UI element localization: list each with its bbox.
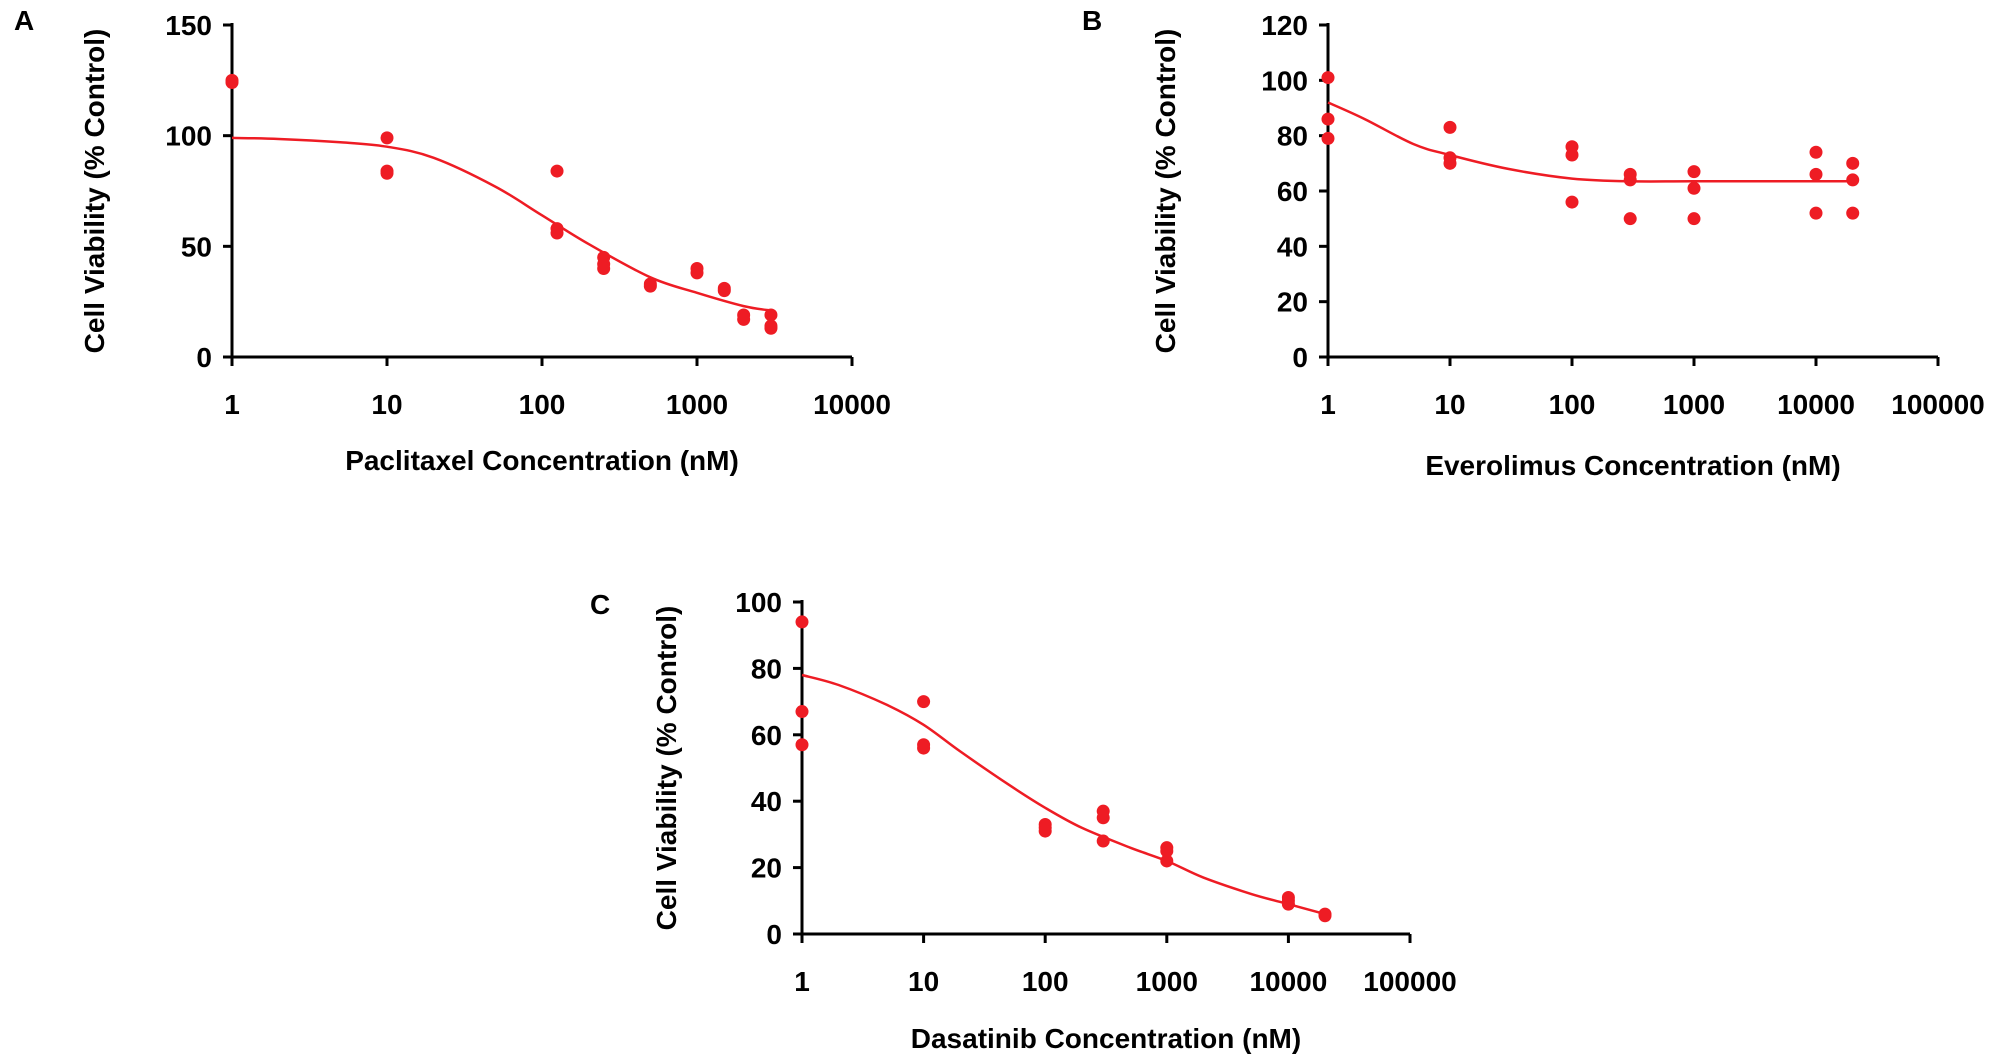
chart-2-y-tick-label: 0 bbox=[766, 919, 782, 950]
chart-0-x-tick-label: 1 bbox=[224, 389, 240, 420]
chart-0-data-point bbox=[380, 166, 394, 180]
chart-1-x-tick-label: 100 bbox=[1549, 389, 1596, 420]
chart-1-data-point bbox=[1623, 212, 1637, 226]
chart-0-fit-curve bbox=[231, 136, 772, 312]
chart-0-x-tick-label: 1000 bbox=[666, 389, 728, 420]
chart-2-x-tick-label: 10000 bbox=[1249, 966, 1327, 997]
chart-2-y-tick-label: 80 bbox=[751, 653, 782, 684]
chart-0-data-point bbox=[225, 76, 239, 90]
chart-0-data-point bbox=[737, 312, 751, 326]
chart-0-panel-letter: A bbox=[14, 5, 34, 36]
chart-2-x-tick-label: 100000 bbox=[1363, 966, 1456, 997]
chart-1-y-tick-label: 0 bbox=[1292, 342, 1308, 373]
chart-0-data-point bbox=[764, 308, 778, 322]
chart-1-data-point bbox=[1443, 120, 1457, 134]
chart-1-data-point bbox=[1687, 165, 1701, 179]
chart-0-data-point bbox=[690, 266, 704, 280]
chart-1-data-point bbox=[1809, 167, 1823, 181]
chart-1-data-point bbox=[1846, 173, 1860, 187]
chart-1-data-point bbox=[1623, 173, 1637, 187]
chart-0-x-tick-label: 10 bbox=[371, 389, 402, 420]
chart-0-data-point bbox=[717, 284, 731, 298]
chart-1-y-tick-label: 120 bbox=[1261, 10, 1308, 41]
chart-1-x-tick-label: 10 bbox=[1434, 389, 1465, 420]
chart-1-data-point bbox=[1321, 131, 1335, 145]
chart-1-y-tick-label: 80 bbox=[1277, 121, 1308, 152]
chart-2-x-tick-label: 1000 bbox=[1136, 966, 1198, 997]
chart-1-data-point bbox=[1846, 206, 1860, 220]
chart-2-y-tick-label: 20 bbox=[751, 853, 782, 884]
chart-1-data-point bbox=[1809, 206, 1823, 220]
chart-2-data-point bbox=[917, 741, 931, 755]
panel-a: A 0 50 100 150 1 10 100 1000 10000 Paclitaxel Conc… bbox=[14, 5, 891, 476]
chart-1-panel-letter: B bbox=[1082, 5, 1102, 36]
chart-2-data-point bbox=[1160, 854, 1174, 868]
chart-1-y-tick-label: 100 bbox=[1261, 65, 1308, 96]
chart-0-y-tick-label: 100 bbox=[165, 121, 212, 152]
chart-0-x-axis-title: Paclitaxel Concentration (nM) bbox=[345, 445, 739, 476]
chart-1-y-tick-label: 60 bbox=[1277, 176, 1308, 207]
chart-1-data-point bbox=[1321, 112, 1335, 126]
chart-1-fit-curve bbox=[1327, 101, 1853, 183]
chart-2-x-tick-label: 1 bbox=[794, 966, 810, 997]
chart-0-y-tick-label: 50 bbox=[181, 231, 212, 262]
chart-1-y-tick-label: 40 bbox=[1277, 231, 1308, 262]
chart-2-data-point bbox=[1318, 909, 1332, 923]
chart-2-panel-letter: C bbox=[590, 589, 610, 620]
chart-2-data-point bbox=[795, 615, 809, 629]
chart-0-data-point bbox=[550, 226, 564, 240]
chart-0-data-point bbox=[380, 131, 394, 145]
chart-2-data-point bbox=[917, 695, 931, 709]
chart-2-data-point bbox=[795, 738, 809, 752]
chart-2-data-point bbox=[1096, 811, 1110, 825]
chart-1-y-tick-label: 20 bbox=[1277, 287, 1308, 318]
chart-1-x-tick-label: 1 bbox=[1320, 389, 1336, 420]
chart-1-x-tick-label: 100000 bbox=[1891, 389, 1984, 420]
chart-2-y-tick-label: 100 bbox=[735, 587, 782, 618]
chart-0-y-tick-label: 150 bbox=[165, 10, 212, 41]
chart-0-x-tick-label: 100 bbox=[519, 389, 566, 420]
chart-1-data-point bbox=[1565, 195, 1579, 209]
chart-0-x-tick-label: 10000 bbox=[813, 389, 891, 420]
chart-1-y-axis-title: Cell Viability (% Control) bbox=[1150, 29, 1181, 354]
chart-1-data-point bbox=[1846, 156, 1860, 170]
chart-1-data-point bbox=[1809, 145, 1823, 159]
chart-1-x-axis-title: Everolimus Concentration (nM) bbox=[1425, 450, 1840, 481]
panel-c: C 0 20 40 60 80 100 1 10 100 1000 10000 100000 Dasati… bbox=[590, 587, 1457, 1054]
chart-2-data-point bbox=[1160, 844, 1174, 858]
chart-0-data-point bbox=[550, 164, 564, 178]
chart-2-y-tick-label: 40 bbox=[751, 786, 782, 817]
chart-2-x-tick-label: 100 bbox=[1022, 966, 1069, 997]
chart-1-data-point bbox=[1321, 71, 1335, 85]
chart-2-x-tick-label: 10 bbox=[908, 966, 939, 997]
chart-0-data-point bbox=[643, 279, 657, 293]
chart-0-y-tick-label: 0 bbox=[196, 342, 212, 373]
chart-2-data-point bbox=[795, 705, 809, 719]
chart-2-fit-curve bbox=[801, 673, 1326, 916]
chart-2-y-axis-title: Cell Viability (% Control) bbox=[651, 606, 682, 931]
chart-1-data-point bbox=[1687, 212, 1701, 226]
chart-0-data-point bbox=[597, 261, 611, 275]
chart-0-data-point bbox=[764, 321, 778, 335]
chart-1-data-point bbox=[1565, 148, 1579, 162]
chart-1-x-tick-label: 10000 bbox=[1777, 389, 1855, 420]
chart-2-data-point bbox=[1096, 834, 1110, 848]
chart-2-data-point bbox=[1281, 897, 1295, 911]
chart-2-data-point bbox=[1038, 824, 1052, 838]
chart-1-data-point bbox=[1443, 156, 1457, 170]
chart-0-y-axis-title: Cell Viability (% Control) bbox=[79, 29, 110, 354]
chart-1-x-tick-label: 1000 bbox=[1663, 389, 1725, 420]
chart-1-data-point bbox=[1687, 181, 1701, 195]
chart-2-x-axis-title: Dasatinib Concentration (nM) bbox=[911, 1023, 1301, 1054]
chart-2-y-tick-label: 60 bbox=[751, 720, 782, 751]
